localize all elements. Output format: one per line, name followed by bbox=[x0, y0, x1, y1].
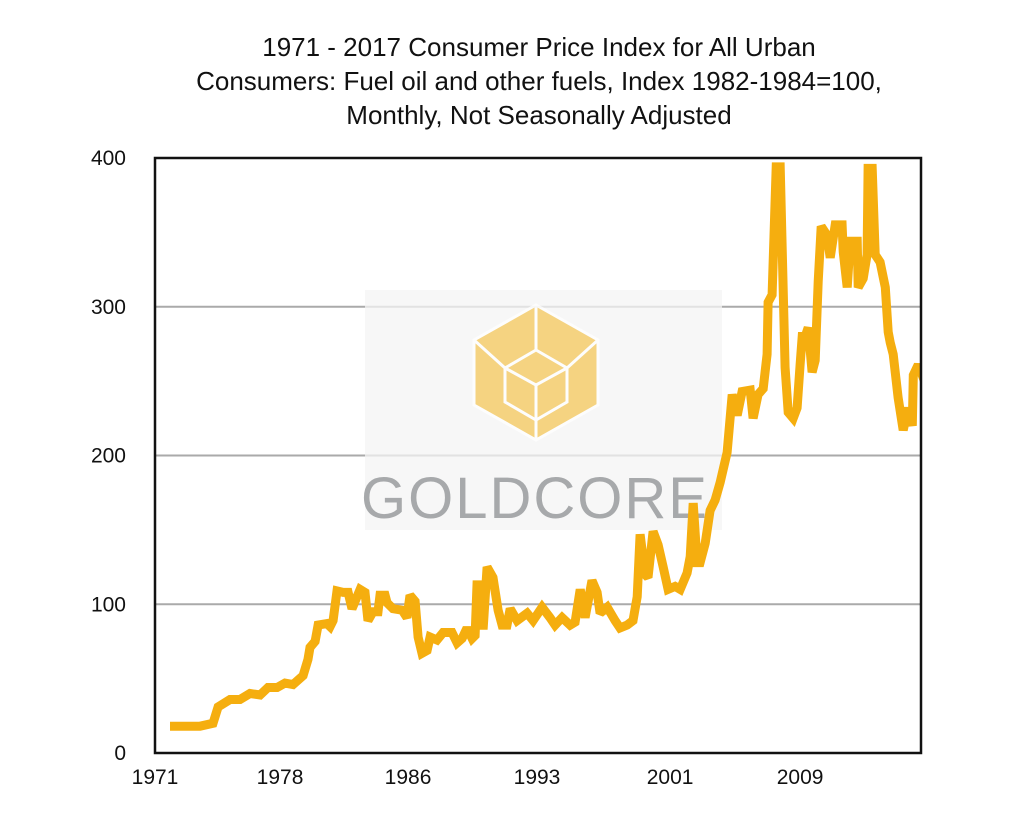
goldcore-cube-logo-icon bbox=[472, 303, 600, 442]
x-tick-label: 1993 bbox=[514, 766, 561, 789]
x-tick-label: 1978 bbox=[257, 766, 304, 789]
y-tick-label: 300 bbox=[91, 296, 126, 319]
y-tick-label: 400 bbox=[91, 147, 126, 170]
x-tick-label: 2009 bbox=[777, 766, 824, 789]
x-tick-label: 1986 bbox=[385, 766, 432, 789]
y-tick-label: 0 bbox=[114, 742, 126, 765]
chart-title-line-1: 1971 - 2017 Consumer Price Index for All… bbox=[262, 32, 816, 62]
y-tick-label: 100 bbox=[91, 593, 126, 616]
y-axis-ticks: 0 100 200 300 400 bbox=[91, 147, 126, 765]
x-tick-label: 2001 bbox=[647, 766, 694, 789]
series-layer bbox=[170, 162, 921, 731]
chart-title: 1971 - 2017 Consumer Price Index for All… bbox=[0, 30, 1024, 132]
x-tick-label: 1971 bbox=[132, 766, 179, 789]
y-tick-label: 200 bbox=[91, 445, 126, 468]
series-line-fuel-oil-cpi bbox=[170, 162, 921, 731]
chart-title-line-2: Consumers: Fuel oil and other fuels, Ind… bbox=[196, 66, 882, 96]
chart-title-line-3: Monthly, Not Seasonally Adjusted bbox=[346, 100, 732, 130]
goldcore-wordmark: GOLDCORE bbox=[361, 466, 709, 531]
goldcore-watermark: GOLDCORE bbox=[361, 290, 722, 531]
x-axis-ticks: 1971 1978 1986 1993 2001 2009 bbox=[132, 766, 824, 789]
plot-frame bbox=[153, 156, 923, 755]
